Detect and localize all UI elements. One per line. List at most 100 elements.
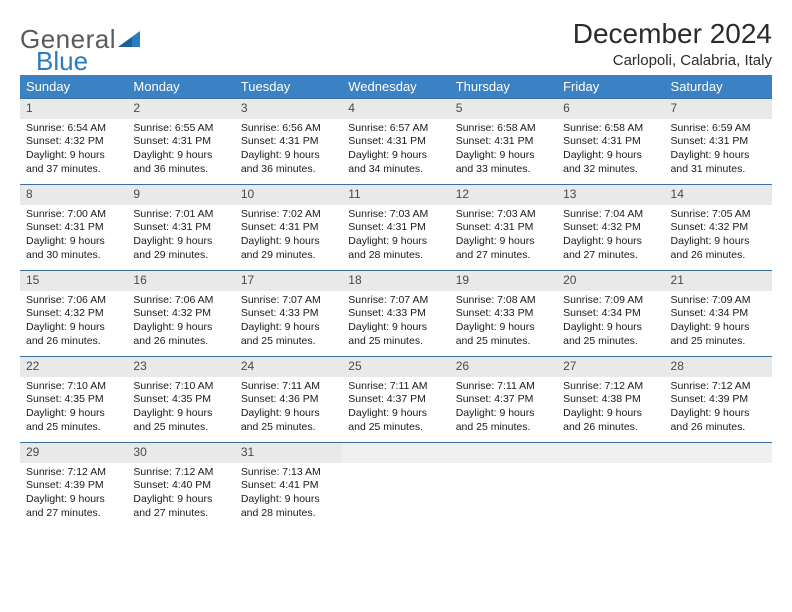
daylight-line: Daylight: 9 hours	[26, 493, 121, 507]
daylight-line: Daylight: 9 hours	[671, 149, 766, 163]
sunset-line: Sunset: 4:31 PM	[671, 135, 766, 149]
calendar-cell: 4Sunrise: 6:57 AMSunset: 4:31 PMDaylight…	[342, 99, 449, 185]
day-number: 14	[665, 185, 772, 205]
daylight-line: and 28 minutes.	[241, 507, 336, 521]
daylight-line: and 25 minutes.	[348, 421, 443, 435]
day-number: 10	[235, 185, 342, 205]
day-number: 17	[235, 271, 342, 291]
weekday-header: Tuesday	[235, 75, 342, 99]
day-body: Sunrise: 7:13 AMSunset: 4:41 PMDaylight:…	[235, 463, 342, 525]
day-body: Sunrise: 7:03 AMSunset: 4:31 PMDaylight:…	[450, 205, 557, 267]
calendar-cell: 6Sunrise: 6:58 AMSunset: 4:31 PMDaylight…	[557, 99, 664, 185]
sunset-line: Sunset: 4:39 PM	[26, 479, 121, 493]
daylight-line: Daylight: 9 hours	[671, 407, 766, 421]
day-body: Sunrise: 7:04 AMSunset: 4:32 PMDaylight:…	[557, 205, 664, 267]
calendar-cell: 14Sunrise: 7:05 AMSunset: 4:32 PMDayligh…	[665, 185, 772, 271]
daylight-line: Daylight: 9 hours	[348, 149, 443, 163]
sunset-line: Sunset: 4:31 PM	[456, 135, 551, 149]
day-body: Sunrise: 7:10 AMSunset: 4:35 PMDaylight:…	[127, 377, 234, 439]
day-number: 1	[20, 99, 127, 119]
calendar-cell: 2Sunrise: 6:55 AMSunset: 4:31 PMDaylight…	[127, 99, 234, 185]
sunset-line: Sunset: 4:41 PM	[241, 479, 336, 493]
daylight-line: and 25 minutes.	[348, 335, 443, 349]
calendar-cell: 3Sunrise: 6:56 AMSunset: 4:31 PMDaylight…	[235, 99, 342, 185]
day-number: 25	[342, 357, 449, 377]
calendar-cell: 20Sunrise: 7:09 AMSunset: 4:34 PMDayligh…	[557, 271, 664, 357]
calendar-cell: 28Sunrise: 7:12 AMSunset: 4:39 PMDayligh…	[665, 357, 772, 443]
day-number: 19	[450, 271, 557, 291]
calendar-cell: 29 Sunrise: 7:12 AMSunset: 4:39 PMDayligh…	[20, 443, 127, 529]
daylight-line: Daylight: 9 hours	[26, 149, 121, 163]
day-body: Sunrise: 7:09 AMSunset: 4:34 PMDaylight:…	[665, 291, 772, 353]
day-number: 15	[20, 271, 127, 291]
daylight-line: and 25 minutes.	[133, 421, 228, 435]
day-number: 29	[20, 443, 127, 463]
sunrise-line: Sunrise: 7:09 AM	[563, 294, 658, 308]
calendar-cell	[450, 443, 557, 529]
day-body: Sunrise: 7:11 AMSunset: 4:36 PMDaylight:…	[235, 377, 342, 439]
sunset-line: Sunset: 4:31 PM	[563, 135, 658, 149]
day-number: 9	[127, 185, 234, 205]
sunrise-line: Sunrise: 7:12 AM	[563, 380, 658, 394]
sunset-line: Sunset: 4:31 PM	[133, 221, 228, 235]
sunset-line: Sunset: 4:31 PM	[348, 135, 443, 149]
daylight-line: and 28 minutes.	[348, 249, 443, 263]
daylight-line: and 33 minutes.	[456, 163, 551, 177]
brand-name-2: Blue	[36, 46, 88, 77]
calendar-cell: 12Sunrise: 7:03 AMSunset: 4:31 PMDayligh…	[450, 185, 557, 271]
calendar-body: 1Sunrise: 6:54 AMSunset: 4:32 PMDaylight…	[20, 99, 772, 529]
daylight-line: and 27 minutes.	[133, 507, 228, 521]
sunset-line: Sunset: 4:38 PM	[563, 393, 658, 407]
day-body: Sunrise: 7:10 AMSunset: 4:35 PMDaylight:…	[20, 377, 127, 439]
calendar-cell: 9Sunrise: 7:01 AMSunset: 4:31 PMDaylight…	[127, 185, 234, 271]
sunrise-line: Sunrise: 6:55 AM	[133, 122, 228, 136]
daylight-line: Daylight: 9 hours	[671, 321, 766, 335]
sunset-line: Sunset: 4:31 PM	[348, 221, 443, 235]
day-body: Sunrise: 7:08 AMSunset: 4:33 PMDaylight:…	[450, 291, 557, 353]
daylight-line: Daylight: 9 hours	[241, 235, 336, 249]
day-number-empty	[557, 443, 664, 463]
daylight-line: and 25 minutes.	[241, 421, 336, 435]
day-number: 12	[450, 185, 557, 205]
sunrise-line: Sunrise: 7:08 AM	[456, 294, 551, 308]
daylight-line: and 30 minutes.	[26, 249, 121, 263]
day-body: Sunrise: 6:58 AMSunset: 4:31 PMDaylight:…	[450, 119, 557, 181]
day-number: 7	[665, 99, 772, 119]
sunrise-line: Sunrise: 7:13 AM	[241, 466, 336, 480]
daylight-line: Daylight: 9 hours	[563, 149, 658, 163]
day-body: Sunrise: 7:06 AMSunset: 4:32 PMDaylight:…	[127, 291, 234, 353]
weekday-header: Wednesday	[342, 75, 449, 99]
day-body: Sunrise: 7:09 AMSunset: 4:34 PMDaylight:…	[557, 291, 664, 353]
sunrise-line: Sunrise: 7:10 AM	[26, 380, 121, 394]
sunrise-line: Sunrise: 7:02 AM	[241, 208, 336, 222]
sunset-line: Sunset: 4:40 PM	[133, 479, 228, 493]
day-number: 6	[557, 99, 664, 119]
calendar-cell: 27Sunrise: 7:12 AMSunset: 4:38 PMDayligh…	[557, 357, 664, 443]
daylight-line: and 25 minutes.	[563, 335, 658, 349]
daylight-line: Daylight: 9 hours	[133, 149, 228, 163]
day-body: Sunrise: 7:05 AMSunset: 4:32 PMDaylight:…	[665, 205, 772, 267]
sunrise-line: Sunrise: 7:12 AM	[26, 466, 121, 480]
calendar-cell	[557, 443, 664, 529]
location: Carlopoli, Calabria, Italy	[573, 52, 772, 69]
daylight-line: Daylight: 9 hours	[671, 235, 766, 249]
day-number: 27	[557, 357, 664, 377]
daylight-line: and 25 minutes.	[456, 421, 551, 435]
day-body: Sunrise: 7:01 AMSunset: 4:31 PMDaylight:…	[127, 205, 234, 267]
daylight-line: Daylight: 9 hours	[563, 235, 658, 249]
daylight-line: Daylight: 9 hours	[456, 321, 551, 335]
day-number: 18	[342, 271, 449, 291]
daylight-line: Daylight: 9 hours	[563, 321, 658, 335]
daylight-line: Daylight: 9 hours	[241, 493, 336, 507]
day-number: 8	[20, 185, 127, 205]
daylight-line: and 26 minutes.	[26, 335, 121, 349]
sunrise-line: Sunrise: 7:12 AM	[671, 380, 766, 394]
calendar-cell: 19Sunrise: 7:08 AMSunset: 4:33 PMDayligh…	[450, 271, 557, 357]
daylight-line: Daylight: 9 hours	[133, 235, 228, 249]
day-body: Sunrise: 7:11 AMSunset: 4:37 PMDaylight:…	[342, 377, 449, 439]
sunset-line: Sunset: 4:32 PM	[671, 221, 766, 235]
day-body: Sunrise: 7:11 AMSunset: 4:37 PMDaylight:…	[450, 377, 557, 439]
daylight-line: Daylight: 9 hours	[348, 235, 443, 249]
day-number-empty	[665, 443, 772, 463]
daylight-line: and 26 minutes.	[563, 421, 658, 435]
